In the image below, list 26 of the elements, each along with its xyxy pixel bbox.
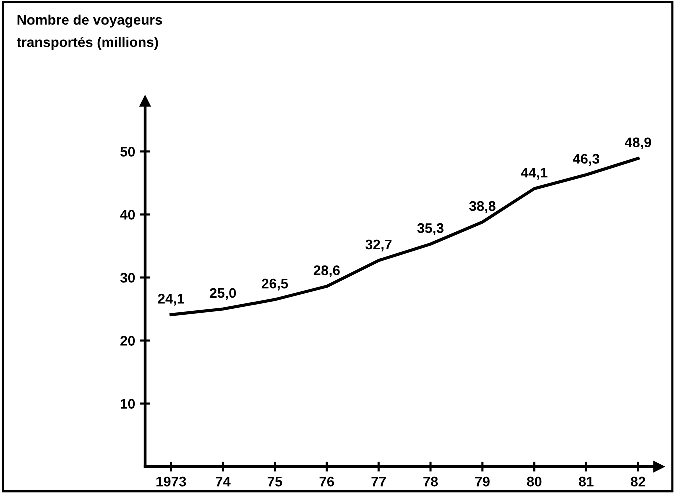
data-label: 26,5 xyxy=(262,278,288,291)
x-tick-label: 1973 xyxy=(156,476,186,487)
y-tick-label: 50 xyxy=(120,147,136,157)
data-label: 35,3 xyxy=(418,223,444,236)
x-tick-label: 81 xyxy=(579,476,594,487)
data-label: 28,6 xyxy=(314,266,340,278)
data-label: 32,7 xyxy=(366,240,392,252)
x-tick-label: 77 xyxy=(372,477,386,487)
data-label: 44,1 xyxy=(521,168,548,180)
data-label: 25,0 xyxy=(210,288,236,300)
x-tick-label: 79 xyxy=(476,476,490,487)
data-label: 38,8 xyxy=(469,201,496,214)
x-tick-label: 80 xyxy=(527,476,542,487)
y-tick-label: 10 xyxy=(121,399,136,409)
y-tick-label: 20 xyxy=(120,336,136,346)
x-tick-label: 75 xyxy=(268,477,282,487)
data-label: 46,3 xyxy=(573,154,600,166)
data-label: 24,1 xyxy=(158,294,184,306)
y-tick-label: 30 xyxy=(120,273,136,283)
x-tick-label: 78 xyxy=(424,476,438,487)
y-tick-label: 40 xyxy=(120,210,136,220)
data-label: 48,9 xyxy=(625,138,652,150)
y-axis-title: Nombre de voyageurs transportés (millions) xyxy=(17,14,162,50)
x-tick-label: 74 xyxy=(216,477,231,487)
x-tick-label: 76 xyxy=(320,476,334,487)
x-tick-label: 82 xyxy=(631,476,646,487)
